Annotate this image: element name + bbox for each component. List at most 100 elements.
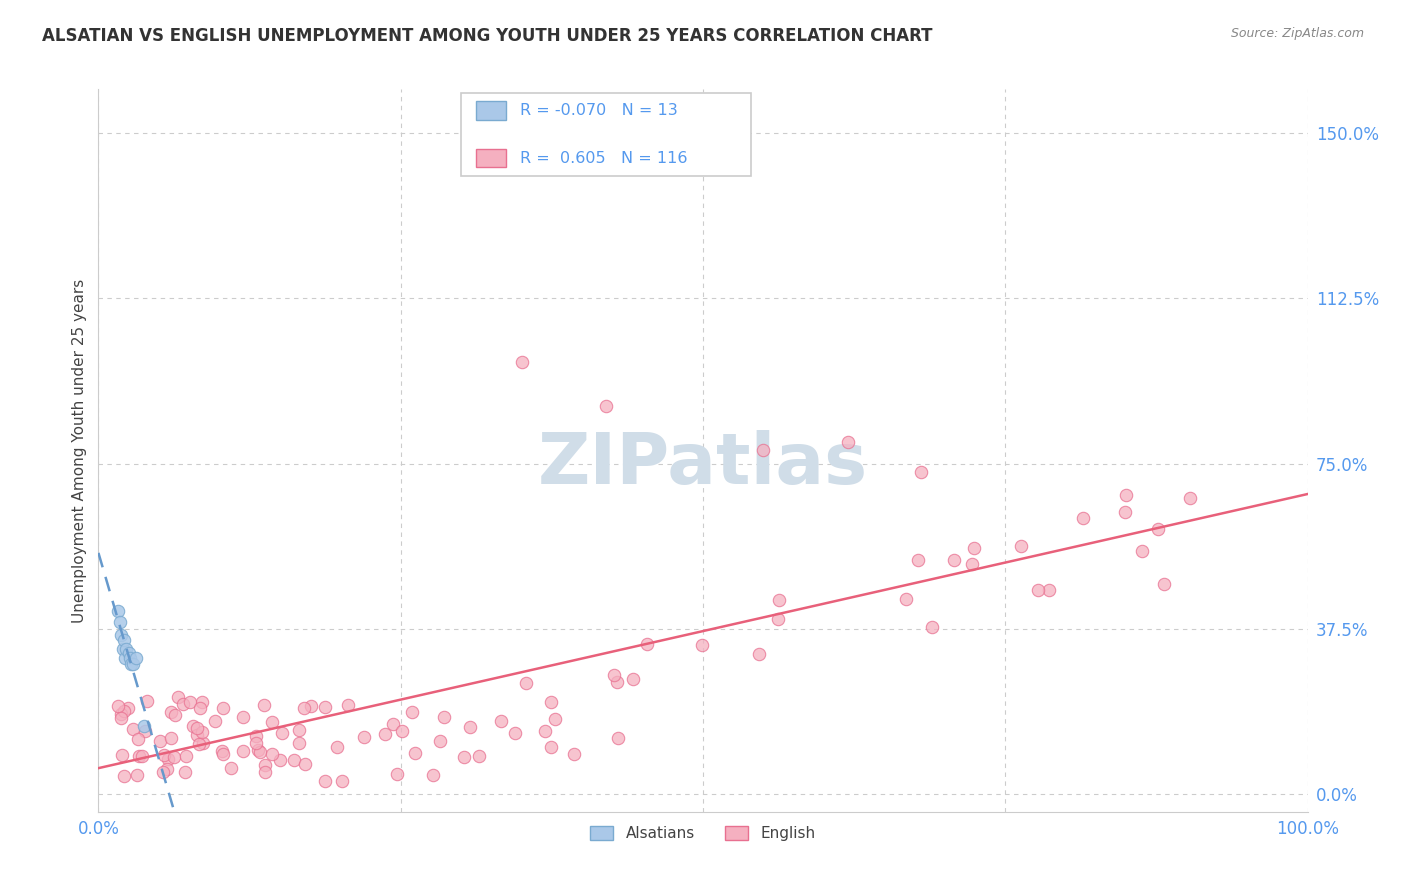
Point — [299, 698, 322, 713]
Point — [768, 612, 790, 626]
Point — [748, 647, 770, 661]
Point — [211, 700, 233, 714]
FancyBboxPatch shape — [461, 93, 751, 176]
Legend: Alsatians, English: Alsatians, English — [585, 820, 821, 847]
Point — [134, 719, 156, 733]
Point — [1153, 577, 1175, 591]
Point — [896, 592, 918, 607]
Point — [404, 746, 426, 760]
Point — [232, 710, 254, 724]
Point — [606, 674, 628, 689]
Point — [468, 749, 491, 764]
Point — [269, 754, 291, 768]
Point — [621, 673, 644, 687]
Y-axis label: Unemployment Among Youth under 25 years: Unemployment Among Youth under 25 years — [72, 278, 87, 623]
Point — [159, 731, 181, 746]
Point — [186, 728, 208, 742]
Point — [149, 733, 172, 747]
Point — [1071, 511, 1094, 525]
Point — [191, 725, 214, 739]
Point — [152, 764, 174, 779]
Point — [429, 733, 451, 747]
Point — [188, 738, 211, 752]
Point — [245, 729, 267, 743]
Point — [179, 695, 201, 709]
Point — [193, 736, 215, 750]
Point — [118, 646, 141, 660]
Point — [212, 747, 235, 761]
Point — [544, 712, 567, 726]
Point — [115, 641, 138, 656]
Point — [135, 694, 157, 708]
Point — [120, 657, 142, 672]
Point — [211, 744, 233, 758]
Point — [540, 694, 562, 708]
Point — [188, 700, 211, 714]
Text: R =  0.605   N = 116: R = 0.605 N = 116 — [520, 151, 688, 166]
Point — [163, 708, 186, 723]
Point — [607, 731, 630, 746]
Point — [110, 711, 132, 725]
Point — [385, 767, 408, 781]
Point — [107, 604, 129, 618]
Text: Source: ZipAtlas.com: Source: ZipAtlas.com — [1230, 27, 1364, 40]
Point — [1010, 539, 1032, 553]
Point — [107, 698, 129, 713]
Point — [564, 747, 586, 761]
Point — [131, 748, 153, 763]
Point — [110, 707, 132, 722]
Point — [111, 747, 134, 762]
Text: R = -0.070   N = 13: R = -0.070 N = 13 — [520, 103, 678, 118]
Point — [112, 768, 135, 782]
Point — [245, 736, 267, 750]
Point — [121, 722, 143, 736]
Point — [326, 739, 349, 754]
Text: ALSATIAN VS ENGLISH UNEMPLOYMENT AMONG YOUTH UNDER 25 YEARS CORRELATION CHART: ALSATIAN VS ENGLISH UNEMPLOYMENT AMONG Y… — [42, 27, 932, 45]
Point — [1130, 543, 1153, 558]
Point — [943, 552, 966, 566]
FancyBboxPatch shape — [475, 149, 506, 167]
Point — [157, 752, 180, 766]
Point — [110, 628, 132, 642]
Point — [174, 765, 197, 780]
Point — [166, 690, 188, 705]
Point — [515, 676, 537, 690]
Point — [190, 695, 212, 709]
Point — [1114, 505, 1136, 519]
Point — [134, 724, 156, 739]
Point — [117, 701, 139, 715]
Point — [128, 749, 150, 764]
Point — [1115, 487, 1137, 501]
Point — [111, 641, 134, 656]
Point — [921, 620, 943, 634]
Point — [262, 715, 284, 730]
Point — [172, 698, 194, 712]
Point — [960, 557, 983, 571]
Point — [540, 739, 562, 754]
Point — [246, 743, 269, 757]
Point — [1180, 491, 1202, 505]
Point — [160, 705, 183, 719]
Point — [636, 637, 658, 651]
Point — [156, 762, 179, 776]
Point — [510, 355, 533, 369]
Point — [534, 723, 557, 738]
Point — [595, 400, 617, 414]
Point — [181, 719, 204, 733]
Point — [337, 698, 360, 712]
Point — [127, 731, 149, 746]
Point — [118, 650, 141, 665]
Point — [112, 632, 135, 647]
Point — [374, 727, 396, 741]
Point — [260, 747, 283, 761]
Point — [505, 726, 527, 740]
Point — [125, 650, 148, 665]
Point — [1147, 522, 1170, 536]
Point — [153, 747, 176, 762]
Point — [163, 749, 186, 764]
Point — [602, 668, 624, 682]
Point — [314, 699, 336, 714]
Point — [489, 714, 512, 729]
Point — [963, 541, 986, 555]
Point — [314, 773, 336, 788]
